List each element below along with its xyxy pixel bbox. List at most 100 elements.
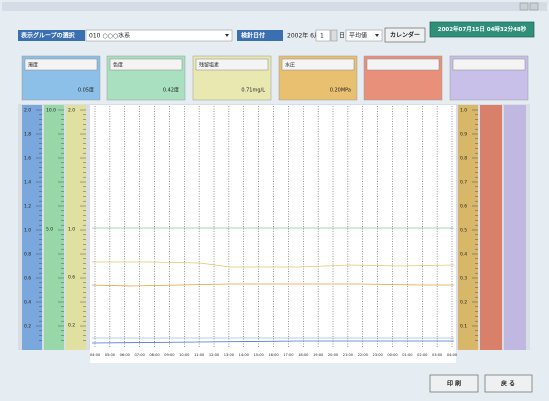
back-button[interactable]	[484, 374, 533, 393]
time-label: 04:00	[90, 353, 101, 357]
time-label: 07:00	[134, 353, 145, 357]
date-label: 検針日付	[241, 32, 265, 40]
axis-label: 10.0	[46, 108, 56, 114]
plot-area	[90, 105, 456, 363]
axis-label: 0.5	[460, 228, 467, 234]
time-label: 01:00	[402, 353, 413, 357]
axis-label: 0.8	[24, 252, 31, 258]
year-month: 2002年 6月	[287, 32, 320, 40]
axis-label: 1.0	[24, 228, 31, 234]
axis-label: 0.2	[24, 324, 31, 330]
time-label: 10:00	[179, 353, 190, 357]
panel-label: 水圧	[285, 62, 295, 69]
axis-label: 0.1	[460, 324, 467, 330]
panel-label-box	[452, 58, 526, 71]
plot-grid	[94, 106, 453, 348]
axis-strip-pressure	[458, 105, 478, 350]
trend-line-turbidity	[91, 340, 454, 344]
group-label: 表示グループの選択	[20, 32, 76, 40]
group-value: 010 ○○○水系	[89, 32, 130, 40]
panel-label: 色度	[113, 62, 123, 69]
time-label: 05:00	[105, 353, 116, 357]
axis-label: 0.2	[68, 323, 75, 329]
axis-label: 0.6	[460, 204, 467, 210]
mode-dropdown[interactable]	[345, 29, 383, 42]
calendar-button-label: カレンダー	[390, 31, 420, 39]
axis-label: 1.4	[24, 180, 31, 186]
axis-label: 0.4	[24, 300, 31, 306]
group-dropdown[interactable]	[85, 29, 233, 42]
title-bar	[2, 2, 547, 11]
time-label: 04:00	[447, 353, 458, 357]
axis-strip-empty	[504, 105, 526, 350]
dropdown-arrow	[375, 34, 379, 37]
axis-strip-turbidity	[22, 105, 42, 350]
time-label: 11:00	[194, 353, 205, 357]
trend-line-chlorine	[92, 261, 455, 268]
axis-label: 1.2	[24, 204, 31, 210]
time-label: 14:00	[239, 353, 250, 357]
axis-label: 0.4	[460, 252, 467, 258]
panel-label: 残留塩素	[199, 62, 219, 69]
back-button-label: 戻 る	[500, 380, 515, 388]
panel-value: 0.71mg/L	[241, 88, 265, 94]
time-label: 17:00	[283, 353, 294, 357]
axis-label: 0.2	[460, 300, 467, 306]
time-label: 00:00	[387, 353, 398, 357]
axis-label: 2.0	[68, 108, 75, 114]
mode-value: 平均値	[349, 32, 367, 40]
print-button-label: 印 刷	[447, 380, 461, 388]
dropdown-arrow	[225, 34, 229, 37]
panel-label-box	[109, 58, 183, 71]
time-label: 08:00	[149, 353, 160, 357]
axis-label: 0.7	[460, 180, 467, 186]
axis-label: 1.8	[24, 132, 31, 138]
time-label: 13:00	[224, 353, 235, 357]
day-value: 1	[320, 33, 324, 40]
panel-label-box	[24, 58, 98, 71]
time-label: 03:00	[432, 353, 443, 357]
time-label: 15:00	[253, 353, 264, 357]
axis-label: 0.8	[460, 156, 467, 162]
axis-label: 1.0	[68, 227, 75, 233]
axis-strip-chlorine	[66, 105, 86, 350]
panel-value: 0.20MPa	[330, 88, 351, 94]
time-label: 22:00	[358, 353, 369, 357]
trend-line-pressure	[91, 283, 454, 287]
calendar-button[interactable]	[384, 27, 426, 43]
axis-label: 0.6	[68, 275, 75, 281]
time-label: 09:00	[164, 353, 175, 357]
time-label: 23:00	[372, 353, 383, 357]
time-label: 21:00	[343, 353, 354, 357]
axis-strip-color	[44, 105, 64, 350]
time-label: 20:00	[328, 353, 339, 357]
time-label: 06:00	[120, 353, 131, 357]
day-unit: 日	[339, 33, 345, 40]
panel-label-box	[366, 58, 440, 71]
panel-value: 0.42度	[163, 87, 179, 94]
time-label: 16:00	[268, 353, 279, 357]
day-spinner[interactable]	[330, 29, 338, 42]
axis-label: 0.9	[460, 132, 467, 138]
axis-label: 1.0	[460, 108, 467, 114]
panel-label-box	[281, 58, 355, 71]
axis-label: 0.6	[24, 276, 31, 282]
print-button[interactable]	[429, 374, 479, 393]
axis-label: 5.0	[46, 227, 53, 233]
group-label-bg	[18, 30, 85, 41]
axis-label: 2.0	[24, 108, 31, 114]
clock-box	[429, 21, 535, 38]
panel-label-box	[195, 58, 269, 71]
axis-strip-empty	[480, 105, 502, 350]
close-button[interactable]	[529, 2, 539, 11]
minimize-button[interactable]	[519, 2, 529, 11]
day-input[interactable]	[315, 29, 331, 42]
time-label: 18:00	[298, 353, 309, 357]
time-label: 19:00	[313, 353, 324, 357]
clock: 2002年07月15日 04時32分48秒	[438, 25, 527, 33]
panel-value: 0.05度	[78, 87, 94, 94]
axis-label: 1.6	[24, 156, 31, 162]
panel-label: 濁度	[28, 62, 38, 69]
